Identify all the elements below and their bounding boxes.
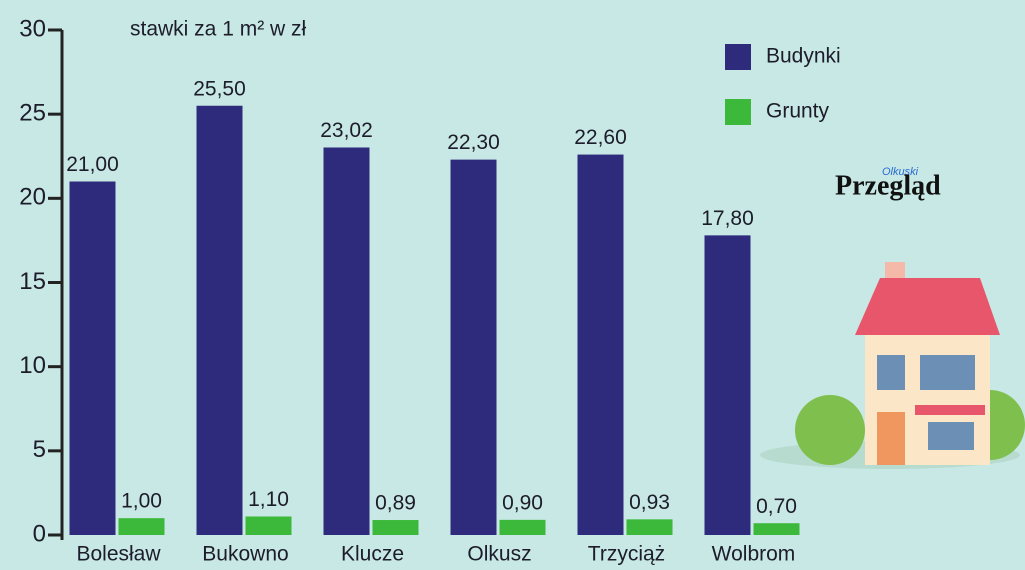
window: [877, 355, 905, 390]
y-tick-label: 5: [33, 436, 46, 463]
x-tick-label: Wolbrom: [712, 543, 796, 566]
bar: [197, 106, 243, 535]
x-tick-label: Bolesław: [76, 543, 161, 566]
y-tick-label: 10: [19, 352, 46, 379]
bar: [324, 147, 370, 535]
y-tick-label: 20: [19, 184, 46, 211]
roof: [855, 278, 1000, 335]
awning: [915, 405, 985, 415]
bush: [795, 395, 865, 465]
bar: [119, 518, 165, 535]
bar: [246, 516, 292, 535]
value-label: 0,93: [629, 491, 670, 514]
x-tick-label: Olkusz: [467, 543, 531, 566]
y-tick-label: 30: [19, 15, 46, 42]
chart-subtitle: stawki za 1 m² w zł: [130, 18, 307, 41]
legend-swatch: [725, 44, 751, 70]
value-label: 22,30: [447, 131, 500, 154]
window: [920, 355, 975, 390]
y-tick-label: 15: [19, 268, 46, 295]
value-label: 0,70: [756, 495, 797, 518]
value-label: 0,90: [502, 491, 543, 514]
y-tick-label: 25: [19, 100, 46, 127]
chart: stawki za 1 m² w zł Olkuski Przegląd 0 5 1…: [0, 0, 1025, 570]
bar: [70, 182, 116, 536]
bar: [451, 160, 497, 535]
background: [0, 0, 1025, 570]
window: [928, 422, 974, 450]
x-tick-label: Bukowno: [202, 543, 288, 566]
value-label: 0,89: [375, 492, 416, 515]
legend-swatch: [725, 99, 751, 125]
value-label: 1,10: [248, 488, 289, 511]
bar: [578, 155, 624, 535]
value-label: 23,02: [320, 119, 373, 142]
logo: Olkuski Przegląd: [835, 166, 941, 202]
door: [877, 412, 905, 465]
x-tick-label: Trzyciąż: [588, 543, 665, 566]
legend-label: Budynki: [766, 45, 841, 68]
bar: [754, 523, 800, 535]
bar: [500, 520, 546, 535]
value-label: 22,60: [574, 126, 627, 149]
x-tick-label: Klucze: [341, 543, 404, 566]
value-label: 25,50: [193, 77, 246, 100]
brand: Przegląd: [835, 170, 941, 201]
bar: [627, 519, 673, 535]
value-label: 21,00: [66, 153, 119, 176]
value-label: 17,80: [701, 207, 754, 230]
bar: [373, 520, 419, 535]
y-tick-label: 0: [33, 520, 46, 547]
value-label: 1,00: [121, 490, 162, 513]
legend-label: Grunty: [766, 100, 830, 123]
bar: [705, 235, 751, 535]
